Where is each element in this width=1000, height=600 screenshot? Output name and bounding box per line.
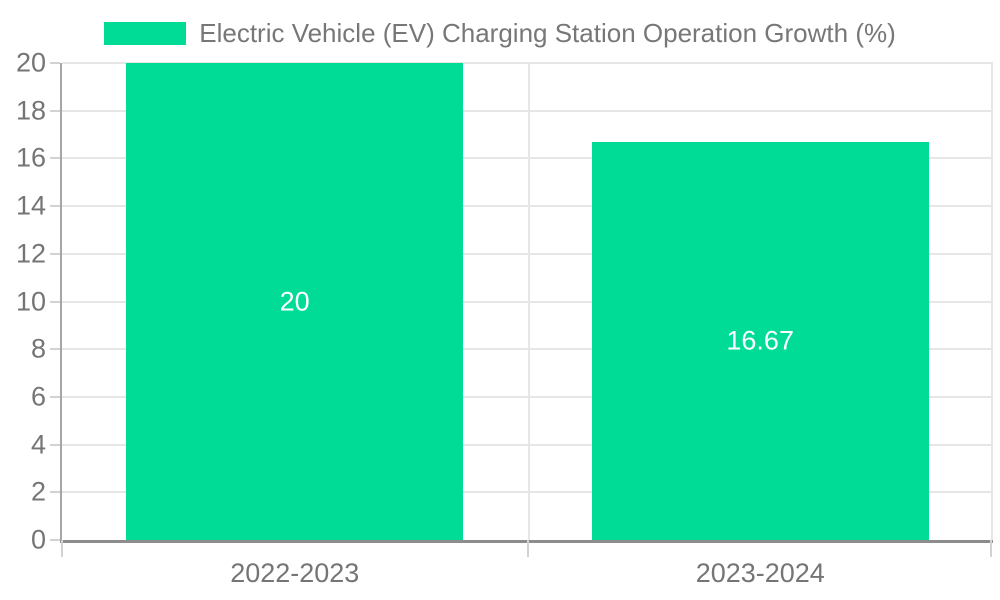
x-tick-mark xyxy=(61,540,63,557)
y-tick-mark xyxy=(50,252,60,255)
y-tick-label: 8 xyxy=(30,333,46,364)
y-tick-label: 2 xyxy=(30,476,46,507)
bar-value-label: 16.67 xyxy=(726,325,794,356)
y-tick-label: 10 xyxy=(15,286,46,316)
y-tick-label: 6 xyxy=(30,381,46,412)
y-tick-label: 4 xyxy=(30,429,46,460)
y-tick-mark xyxy=(50,348,60,351)
y-tick-label: 18 xyxy=(15,95,46,126)
gridline-x xyxy=(991,63,993,540)
y-tick-mark xyxy=(50,62,60,64)
plot-area: 20 16.67 xyxy=(62,62,993,540)
bar: 20 xyxy=(126,63,464,540)
y-tick-label: 20 xyxy=(15,47,46,78)
legend-swatch xyxy=(104,21,187,45)
y-tick-mark xyxy=(50,539,60,541)
y-tick-mark xyxy=(50,300,60,303)
x-tick-label: 2023-2024 xyxy=(695,558,825,588)
y-tick-mark xyxy=(50,443,60,446)
y-axis-line xyxy=(60,63,62,540)
bar: 16.67 xyxy=(591,142,929,540)
y-tick-mark xyxy=(50,157,60,160)
x-tick-mark xyxy=(990,540,992,557)
legend-label: Electric Vehicle (EV) Charging Station O… xyxy=(199,18,896,48)
y-tick-mark xyxy=(50,491,60,494)
y-tick-mark xyxy=(50,205,60,208)
legend: Electric Vehicle (EV) Charging Station O… xyxy=(0,19,1000,47)
gridline-x xyxy=(527,63,530,540)
bar-value-label: 20 xyxy=(279,286,310,316)
y-tick-label: 0 xyxy=(30,524,46,555)
y-tick-label: 16 xyxy=(15,142,46,173)
x-tick-mark xyxy=(526,540,529,557)
y-tick-mark xyxy=(50,109,60,112)
y-tick-label: 14 xyxy=(15,190,46,221)
y-tick-label: 12 xyxy=(15,238,46,269)
y-tick-mark xyxy=(50,395,60,398)
x-tick-label: 2022-2023 xyxy=(230,558,360,588)
